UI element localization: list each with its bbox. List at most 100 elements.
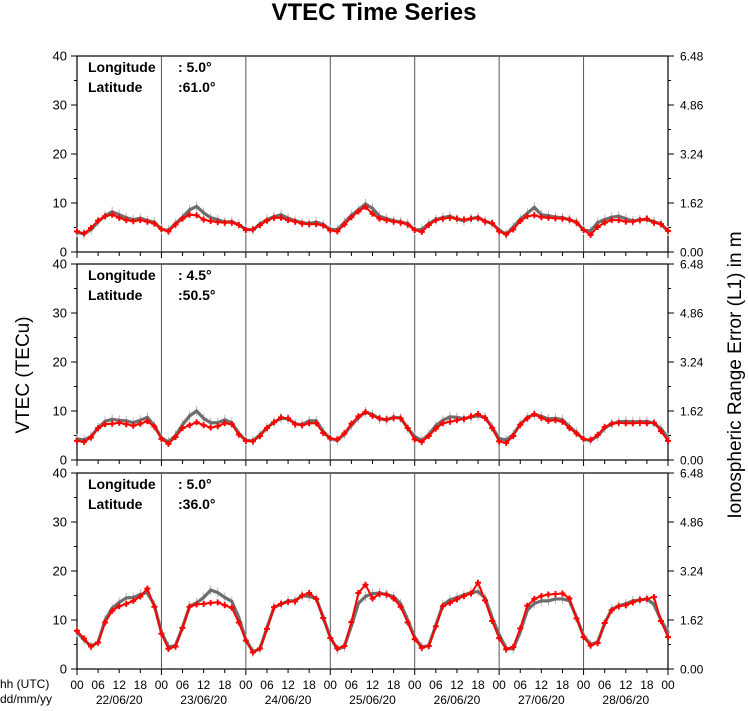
day-label: 22/06/20 (96, 693, 143, 707)
y-tick-label: 0 (60, 662, 67, 677)
data-point-reference (145, 415, 149, 419)
data-point-vtec (341, 430, 348, 437)
data-point-vtec (271, 214, 277, 221)
data-point-vtec (109, 607, 116, 614)
data-point-vtec (615, 217, 622, 224)
data-point-reference (124, 596, 128, 600)
data-point-vtec (446, 214, 453, 221)
data-point-vtec (334, 645, 341, 652)
data-point-reference (652, 602, 656, 606)
data-point-vtec (425, 222, 432, 229)
data-point-vtec (306, 420, 313, 427)
data-point-reference (209, 421, 213, 425)
longitude-value: : 5.0° (178, 59, 212, 75)
data-point-vtec (510, 432, 517, 439)
y-tick-label: 40 (53, 257, 67, 272)
data-point-vtec (390, 218, 397, 225)
data-point-vtec (278, 600, 285, 607)
data-point-vtec (74, 228, 80, 235)
data-point-reference (363, 594, 368, 599)
data-point-vtec (432, 623, 439, 630)
hour-tick-label: 12 (450, 678, 464, 692)
data-point-vtec (657, 428, 664, 435)
data-point-vtec (151, 423, 158, 430)
data-point-vtec (165, 228, 172, 235)
data-point-vtec (559, 215, 566, 222)
data-point-reference (596, 221, 600, 225)
hour-tick-label: 00 (492, 678, 506, 692)
data-point-vtec (207, 218, 214, 225)
data-point-vtec (228, 421, 235, 428)
data-point-reference (546, 599, 550, 603)
data-point-vtec (292, 598, 299, 605)
data-point-vtec (74, 627, 80, 634)
longitude-label: Longitude (88, 476, 156, 492)
data-point-vtec (109, 211, 116, 218)
data-point-vtec (404, 425, 411, 432)
data-point-vtec (411, 436, 418, 443)
data-point-vtec (601, 619, 608, 626)
latitude-value: :61.0° (178, 79, 216, 95)
data-point-vtec (608, 217, 615, 224)
data-point-vtec (622, 420, 629, 427)
data-point-vtec (348, 214, 355, 221)
data-point-vtec (665, 437, 671, 444)
data-point-vtec (397, 219, 404, 226)
y-tick-label: 20 (53, 564, 67, 579)
right-tick-label: 3.24 (680, 356, 704, 370)
data-point-vtec (249, 226, 256, 233)
right-tick-label: 6.48 (680, 467, 704, 481)
data-point-vtec (341, 642, 348, 649)
data-point-vtec (123, 217, 130, 224)
data-point-vtec (510, 226, 517, 233)
hour-tick-label: 12 (281, 678, 295, 692)
data-point-vtec (489, 220, 496, 227)
data-point-vtec (158, 435, 165, 442)
data-point-vtec (650, 219, 657, 226)
data-point-vtec (292, 421, 299, 428)
data-point-vtec (200, 216, 207, 223)
data-point-reference (187, 414, 192, 418)
hour-tick-label: 12 (113, 678, 127, 692)
data-point-vtec (278, 214, 285, 221)
data-point-vtec (524, 602, 531, 609)
data-point-vtec (81, 635, 88, 642)
y-tick-label: 20 (53, 147, 67, 162)
data-point-vtec (271, 604, 277, 611)
data-point-vtec (235, 619, 242, 626)
data-point-vtec (348, 618, 355, 625)
data-point-vtec (376, 415, 383, 422)
data-point-reference (356, 601, 361, 605)
data-point-reference (195, 204, 199, 209)
data-point-vtec (256, 645, 263, 652)
data-point-vtec (636, 596, 643, 603)
y-tick-label: 40 (53, 466, 67, 481)
plot-frame (76, 263, 669, 461)
data-point-vtec (615, 603, 622, 610)
data-point-vtec (137, 593, 144, 600)
data-point-vtec (320, 615, 327, 622)
data-point-vtec (102, 421, 109, 428)
data-point-vtec (263, 425, 270, 432)
data-point-vtec (503, 646, 510, 653)
hour-tick-label: 06 (514, 678, 528, 692)
data-point-vtec (629, 420, 636, 427)
data-point-vtec (383, 416, 390, 423)
data-point-vtec (643, 420, 650, 427)
hour-tick-label: 18 (640, 678, 654, 692)
data-point-vtec (580, 435, 587, 442)
hour-tick-label: 18 (387, 678, 401, 692)
data-point-vtec (636, 217, 643, 224)
data-point-vtec (320, 430, 327, 437)
data-point-vtec (249, 649, 256, 656)
data-point-vtec (566, 425, 573, 432)
data-point-vtec (482, 218, 489, 225)
data-point-vtec (531, 595, 538, 602)
data-point-vtec (158, 225, 165, 232)
data-point-vtec (446, 599, 453, 606)
data-point-vtec (327, 227, 334, 234)
hour-tick-label: 06 (429, 678, 443, 692)
data-point-reference (202, 595, 206, 600)
data-point-vtec (657, 221, 664, 228)
data-point-reference (448, 415, 452, 419)
